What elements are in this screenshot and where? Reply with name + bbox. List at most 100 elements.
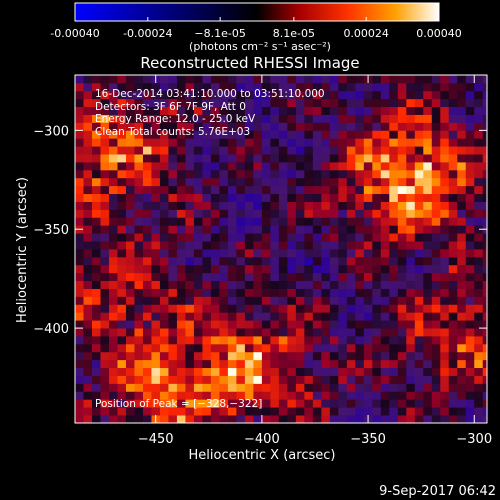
heatmap-cell bbox=[159, 312, 169, 321]
heatmap-cell bbox=[448, 146, 458, 155]
heatmap-cell bbox=[329, 177, 339, 187]
heatmap-cell bbox=[151, 106, 161, 115]
heatmap-cell bbox=[389, 328, 399, 337]
heatmap-cell bbox=[363, 407, 373, 416]
heatmap-cell bbox=[474, 336, 484, 345]
heatmap-cell bbox=[176, 351, 186, 361]
heatmap-cell bbox=[372, 225, 382, 234]
heatmap-cell bbox=[465, 193, 475, 202]
heatmap-cell bbox=[329, 130, 339, 139]
heatmap-cell bbox=[134, 264, 144, 274]
heatmap-cell bbox=[346, 114, 356, 123]
heatmap-cell bbox=[261, 304, 271, 313]
heatmap-cell bbox=[295, 233, 305, 242]
heatmap-cell bbox=[295, 185, 305, 195]
heatmap-cell bbox=[440, 138, 450, 147]
heatmap-cell bbox=[151, 82, 161, 92]
heatmap-cell bbox=[338, 106, 348, 115]
heatmap-cell bbox=[159, 217, 169, 226]
heatmap-cell bbox=[321, 280, 331, 289]
heatmap-cell bbox=[338, 367, 348, 376]
heatmap-cell bbox=[423, 296, 433, 305]
heatmap-cell bbox=[185, 193, 195, 202]
heatmap-cell bbox=[304, 383, 314, 392]
heatmap-cell bbox=[202, 256, 212, 266]
peak-position-label: Position of Peak = [−328,−322] bbox=[95, 398, 262, 410]
heatmap-cell bbox=[397, 98, 407, 108]
heatmap-cell bbox=[159, 280, 169, 289]
heatmap-cell bbox=[431, 256, 441, 266]
heatmap-cell bbox=[108, 280, 118, 289]
heatmap-cell bbox=[210, 146, 220, 155]
heatmap-cell bbox=[176, 217, 186, 226]
heatmap-cell bbox=[227, 272, 237, 282]
heatmap-cell bbox=[75, 233, 84, 242]
heatmap-cell bbox=[397, 169, 407, 179]
heatmap-cell bbox=[457, 407, 467, 416]
heatmap-cell bbox=[83, 106, 93, 115]
heatmap-cell bbox=[431, 130, 441, 139]
heatmap-cell bbox=[108, 312, 118, 321]
heatmap-cell bbox=[329, 193, 339, 202]
heatmap-cell bbox=[202, 359, 212, 369]
heatmap-cell bbox=[312, 336, 322, 345]
heatmap-cell bbox=[134, 249, 144, 258]
heatmap-cell bbox=[440, 241, 450, 250]
heatmap-cell bbox=[321, 90, 331, 100]
heatmap-cell bbox=[151, 162, 161, 171]
heatmap-cell bbox=[423, 75, 433, 84]
heatmap-cell bbox=[440, 296, 450, 305]
heatmap-cell bbox=[176, 391, 186, 400]
heatmap-cell bbox=[142, 114, 152, 123]
heatmap-cell bbox=[134, 312, 144, 321]
heatmap-cell bbox=[389, 241, 399, 250]
heatmap-cell bbox=[210, 256, 220, 266]
heatmap-cell bbox=[193, 241, 203, 250]
heatmap-cell bbox=[261, 185, 271, 195]
heatmap-cell bbox=[414, 415, 424, 423]
heatmap-cell bbox=[210, 249, 220, 258]
heatmap-cell bbox=[312, 75, 322, 84]
heatmap-cell bbox=[125, 146, 135, 155]
heatmap-cell bbox=[397, 383, 407, 392]
heatmap-cell bbox=[278, 359, 288, 369]
heatmap-cell bbox=[278, 146, 288, 155]
heatmap-cell bbox=[193, 90, 203, 100]
heatmap-cell bbox=[338, 296, 348, 305]
heatmap-cell bbox=[474, 75, 484, 84]
heatmap-cell bbox=[219, 328, 229, 337]
heatmap-cell bbox=[397, 122, 407, 131]
heatmap-cell bbox=[134, 209, 144, 218]
heatmap-cell bbox=[227, 391, 237, 400]
heatmap-cell bbox=[83, 407, 93, 416]
heatmap-cell bbox=[168, 209, 178, 218]
heatmap-cell bbox=[185, 407, 195, 416]
heatmap-cell bbox=[295, 193, 305, 202]
heatmap-cell bbox=[457, 264, 467, 274]
heatmap-cell bbox=[227, 407, 237, 416]
heatmap-cell bbox=[270, 193, 280, 202]
heatmap-cell bbox=[253, 177, 263, 187]
heatmap-cell bbox=[474, 407, 484, 416]
heatmap-cell bbox=[108, 146, 118, 155]
heatmap-cell bbox=[389, 146, 399, 155]
heatmap-cell bbox=[83, 312, 93, 321]
heatmap-cell bbox=[253, 249, 263, 258]
heatmap-cell bbox=[338, 209, 348, 218]
heatmap-cell bbox=[440, 272, 450, 282]
heatmap-cell bbox=[253, 367, 263, 376]
heatmap-cell bbox=[389, 375, 399, 384]
heatmap-cell bbox=[295, 359, 305, 369]
heatmap-cell bbox=[202, 351, 212, 361]
heatmap-cell bbox=[134, 304, 144, 313]
heatmap-cell bbox=[457, 146, 467, 155]
heatmap-cell bbox=[261, 98, 271, 108]
heatmap-cell bbox=[440, 359, 450, 369]
heatmap-cell bbox=[168, 225, 178, 234]
heatmap-cell bbox=[270, 138, 280, 147]
heatmap-cell bbox=[389, 225, 399, 234]
heatmap-cell bbox=[338, 154, 348, 163]
heatmap-cell bbox=[482, 272, 487, 282]
heatmap-cell bbox=[312, 217, 322, 226]
heatmap-cell bbox=[363, 209, 373, 218]
